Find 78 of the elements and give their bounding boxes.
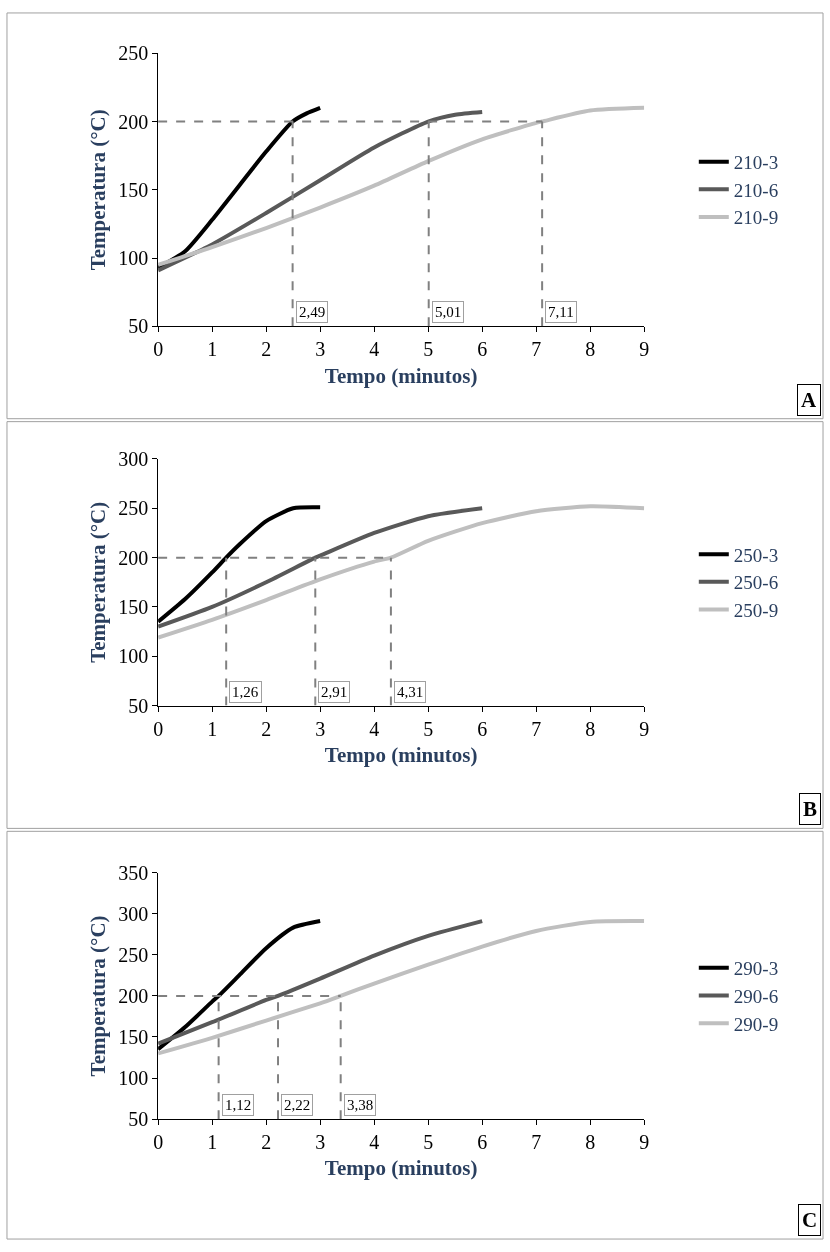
y-tick-label: 250 <box>118 943 149 966</box>
x-tick-label: 8 <box>585 717 596 740</box>
x-tick-label: 0 <box>153 1131 164 1154</box>
x-tick-label: 4 <box>369 1131 380 1154</box>
y-tick-label: 50 <box>128 315 149 338</box>
x-tick-label: 4 <box>369 338 380 361</box>
line-series <box>158 109 485 273</box>
ref-line-label: 3,38 <box>347 1097 374 1113</box>
x-tick-label: 0 <box>153 338 164 361</box>
ref-line-label: 1,12 <box>225 1097 252 1113</box>
ref-line-label: 2,49 <box>299 304 326 320</box>
line-series <box>158 919 645 1056</box>
ref-line-label: 7,11 <box>548 304 574 320</box>
legend-label: 210-9 <box>733 207 779 229</box>
y-tick-label: 350 <box>118 861 149 884</box>
x-tick-label: 9 <box>639 1131 650 1154</box>
legend-label: 290-6 <box>733 985 779 1007</box>
y-tick-label: 150 <box>118 595 149 618</box>
x-tick-label: 5 <box>423 717 434 740</box>
legend-label: 210-6 <box>733 179 779 201</box>
y-tick-label: 150 <box>118 178 149 201</box>
x-tick-label: 2 <box>261 1131 272 1154</box>
x-tick-label: 3 <box>315 1131 326 1154</box>
x-axis-title: Tempo (minutos) <box>324 1156 478 1181</box>
y-tick-label: 100 <box>118 1067 149 1090</box>
y-axis-title: Temperatura (°C) <box>86 915 111 1077</box>
x-tick-label: 2 <box>261 338 272 361</box>
y-tick-label: 100 <box>118 645 149 668</box>
y-tick-label: 50 <box>128 694 149 717</box>
line-series <box>158 504 645 640</box>
y-tick-label: 300 <box>118 902 149 925</box>
x-axis-title: Tempo (minutos) <box>324 742 478 767</box>
ref-line-label: 1,26 <box>232 684 259 700</box>
legend-label: 210-3 <box>733 152 779 174</box>
x-tick-label: 8 <box>585 1131 596 1154</box>
ref-line-label: 5,01 <box>435 304 462 320</box>
y-tick-label: 200 <box>118 546 149 569</box>
y-tick-label: 100 <box>118 247 149 270</box>
text: B <box>803 797 818 821</box>
ref-line-label: 2,22 <box>284 1097 311 1113</box>
x-tick-label: 1 <box>207 717 218 740</box>
x-tick-label: 5 <box>423 1131 434 1154</box>
legend-label: 250-3 <box>733 544 779 566</box>
y-tick-label: 200 <box>118 984 149 1007</box>
text: A <box>801 388 817 412</box>
legend-label: 250-6 <box>733 572 779 594</box>
y-tick-label: 50 <box>128 1108 149 1131</box>
x-tick-label: 5 <box>423 338 434 361</box>
y-tick-label: 150 <box>118 1025 149 1048</box>
x-tick-label: 7 <box>531 338 542 361</box>
x-tick-label: 1 <box>207 338 218 361</box>
x-tick-label: 3 <box>315 338 326 361</box>
y-tick-label: 300 <box>118 447 149 470</box>
x-tick-label: 7 <box>531 1131 542 1154</box>
ref-line-label: 4,31 <box>397 684 424 700</box>
x-axis-title: Tempo (minutos) <box>324 363 478 388</box>
text: C <box>802 1208 818 1232</box>
x-tick-label: 2 <box>261 717 272 740</box>
legend-label: 250-9 <box>733 599 779 621</box>
y-tick-label: 250 <box>118 497 149 520</box>
y-tick-label: 250 <box>118 42 149 65</box>
ref-line-label: 2,91 <box>321 684 348 700</box>
y-axis-title: Temperatura (°C) <box>86 501 111 663</box>
x-tick-label: 6 <box>477 1131 488 1154</box>
legend-label: 290-9 <box>733 1013 779 1035</box>
x-tick-label: 4 <box>369 717 380 740</box>
x-tick-label: 6 <box>477 338 488 361</box>
y-tick-label: 200 <box>118 110 149 133</box>
x-tick-label: 6 <box>477 717 488 740</box>
x-tick-label: 0 <box>153 717 164 740</box>
x-tick-label: 9 <box>639 717 650 740</box>
y-axis-title: Temperatura (°C) <box>86 109 111 271</box>
x-tick-label: 1 <box>207 1131 218 1154</box>
x-tick-label: 9 <box>639 338 650 361</box>
x-tick-label: 3 <box>315 717 326 740</box>
x-tick-label: 7 <box>531 717 542 740</box>
legend-label: 290-3 <box>733 958 779 980</box>
x-tick-label: 8 <box>585 338 596 361</box>
